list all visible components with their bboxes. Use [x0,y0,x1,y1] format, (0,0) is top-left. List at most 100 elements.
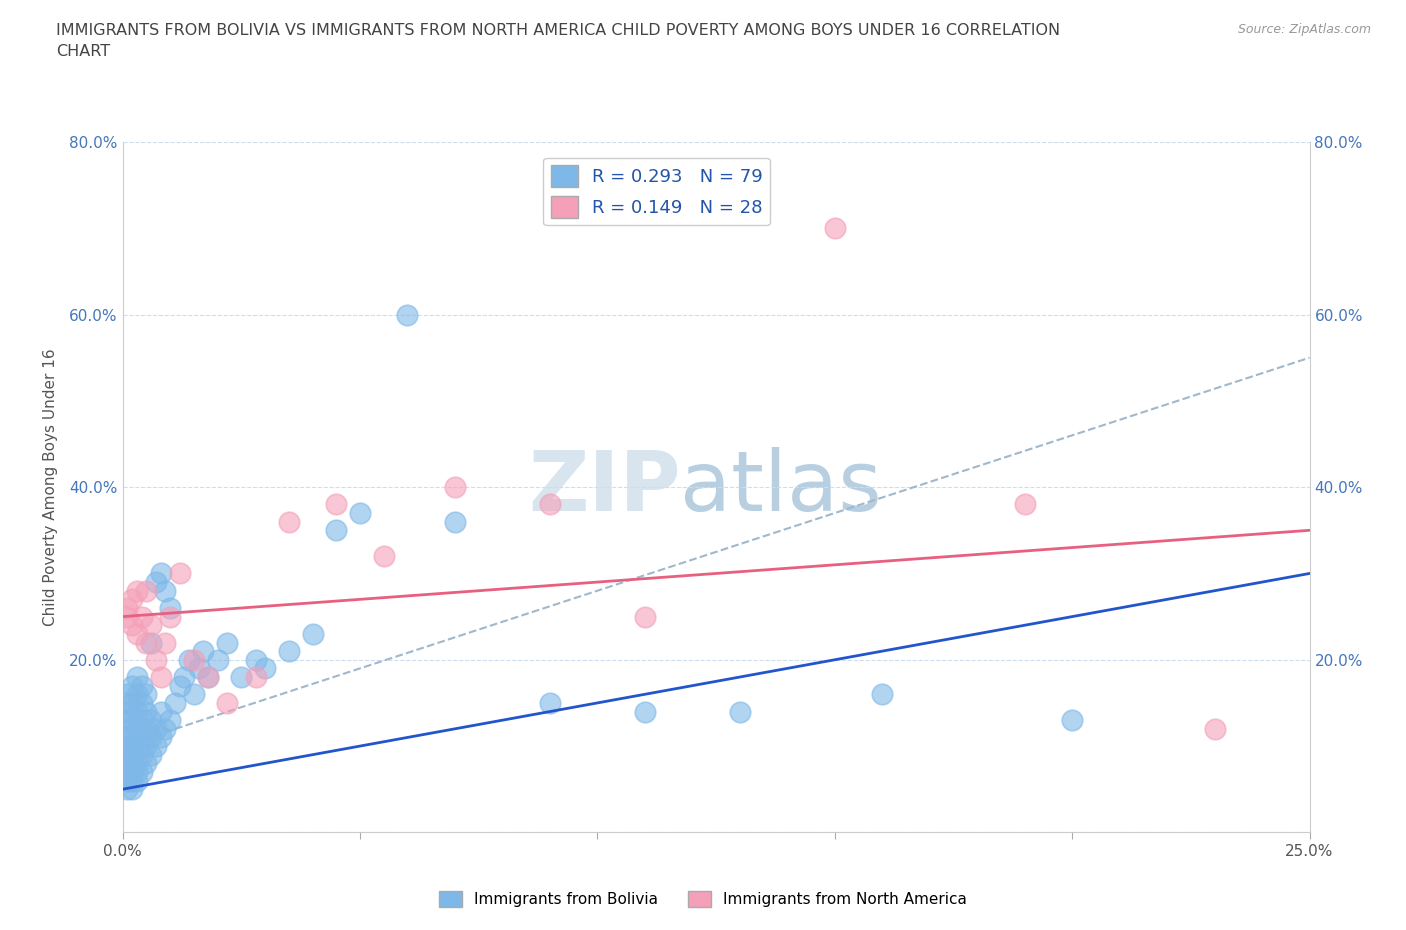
Point [125,627,148,642]
Point [155,583,177,598]
Point [396,307,419,322]
Text: ZIP: ZIP [527,446,681,527]
Point [169,566,191,581]
Point [159,601,181,616]
Point [373,549,395,564]
Point [121,756,143,771]
Point [301,627,323,642]
Point [117,601,139,616]
Point [125,687,148,702]
Point [135,722,157,737]
Point [197,670,219,684]
Point [135,583,157,598]
Point [197,670,219,684]
Point [155,635,177,650]
Text: IMMIGRANTS FROM BOLIVIA VS IMMIGRANTS FROM NORTH AMERICA CHILD POVERTY AMONG BOY: IMMIGRANTS FROM BOLIVIA VS IMMIGRANTS FR… [56,23,1060,60]
Point [139,618,162,632]
Y-axis label: Child Poverty Among Boys Under 16: Child Poverty Among Boys Under 16 [44,349,58,626]
Point [145,738,167,753]
Point [131,678,153,693]
Point [121,712,143,727]
Point [538,696,561,711]
Point [117,704,139,719]
Point [121,730,143,745]
Point [131,712,153,727]
Point [125,756,148,771]
Point [444,480,467,495]
Point [215,696,238,711]
Point [117,730,139,745]
Point [117,696,139,711]
Point [125,722,148,737]
Point [159,609,181,624]
Point [824,220,846,235]
Point [121,764,143,779]
Point [173,670,195,684]
Point [149,670,172,684]
Point [117,756,139,771]
Point [145,652,167,667]
Point [131,764,153,779]
Point [139,730,162,745]
Point [145,722,167,737]
Point [139,712,162,727]
Point [149,704,172,719]
Point [135,738,157,753]
Point [125,670,148,684]
Point [1204,722,1226,737]
Point [117,609,139,624]
Point [121,773,143,788]
Point [125,773,148,788]
Legend: R = 0.293   N = 79, R = 0.149   N = 28: R = 0.293 N = 79, R = 0.149 N = 28 [543,158,770,225]
Point [1062,712,1084,727]
Point [253,661,276,676]
Point [121,696,143,711]
Point [135,635,157,650]
Point [139,748,162,763]
Point [183,652,205,667]
Point [125,764,148,779]
Point [135,704,157,719]
Text: atlas: atlas [681,446,882,527]
Point [163,696,186,711]
Point [193,644,215,658]
Point [131,609,153,624]
Text: Source: ZipAtlas.com: Source: ZipAtlas.com [1237,23,1371,36]
Point [121,738,143,753]
Point [634,704,657,719]
Point [117,782,139,797]
Point [538,497,561,512]
Point [159,712,181,727]
Point [117,748,139,763]
Point [187,661,209,676]
Point [121,782,143,797]
Point [207,652,229,667]
Point [121,591,143,606]
Point [131,748,153,763]
Point [131,696,153,711]
Point [277,644,299,658]
Point [117,773,139,788]
Point [1014,497,1036,512]
Point [117,764,139,779]
Legend: Immigrants from Bolivia, Immigrants from North America: Immigrants from Bolivia, Immigrants from… [433,884,973,913]
Point [125,704,148,719]
Point [149,730,172,745]
Point [121,748,143,763]
Point [245,670,267,684]
Point [245,652,267,667]
Point [870,687,893,702]
Point [117,738,139,753]
Point [183,687,205,702]
Point [135,756,157,771]
Point [145,575,167,590]
Point [117,722,139,737]
Point [231,670,253,684]
Point [131,730,153,745]
Point [444,514,467,529]
Point [121,678,143,693]
Point [325,497,347,512]
Point [349,506,371,521]
Point [728,704,751,719]
Point [634,609,657,624]
